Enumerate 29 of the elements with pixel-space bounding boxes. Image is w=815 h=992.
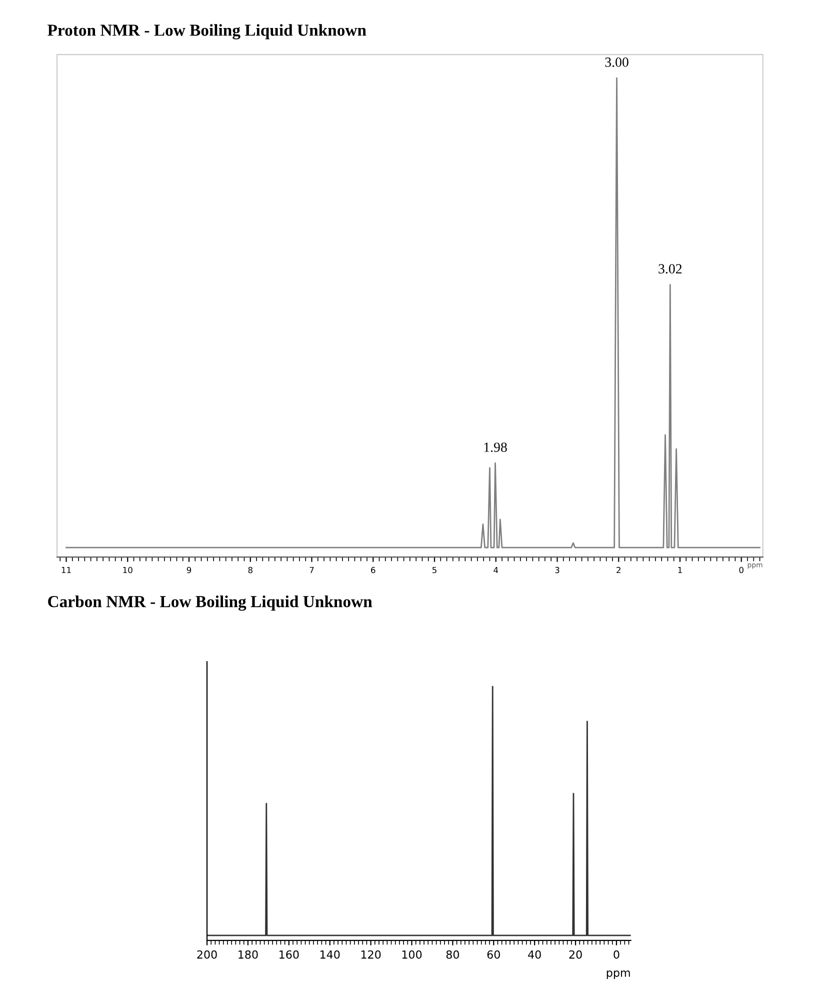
x-tick-label: 7 [310,566,314,574]
x-tick-label: 2 [616,566,620,574]
x-tick-label: 160 [280,950,299,959]
x-tick-label: 140 [320,950,340,959]
x-tick-label: 180 [238,950,258,959]
x-axis-title: ppm [606,970,630,980]
x-tick-label: 80 [446,950,460,959]
annotation: 3.02 [658,264,682,274]
x-tick-label: 1 [678,566,682,574]
x-tick-label: 40 [528,950,541,959]
chart-title: Carbon NMR - Low Boiling Liquid Unknown [48,596,372,611]
x-tick-label: 200 [197,950,217,959]
annotation: 1.98 [484,442,507,452]
x-tick-label: 100 [402,950,422,959]
x-tick-label: 9 [186,566,192,574]
x-tick-label: 120 [361,950,381,959]
x-tick-label: 8 [248,566,252,574]
x-tick-label: 3 [555,566,560,574]
x-tick-label: 4 [494,566,498,574]
x-tick-label: 11 [62,566,71,574]
x-tick-label: 10 [123,566,132,574]
x-tick-label: 5 [432,566,436,574]
x-tick-label: 0 [614,950,620,959]
x-tick-label: 60 [487,950,500,959]
x-tick-label: 0 [739,566,744,574]
annotation: 3.00 [605,58,628,67]
x-tick-label: 6 [371,566,376,574]
x-tick-label: 20 [569,950,582,959]
chart-title: Proton NMR - Low Boiling Liquid Unknown [48,24,366,40]
